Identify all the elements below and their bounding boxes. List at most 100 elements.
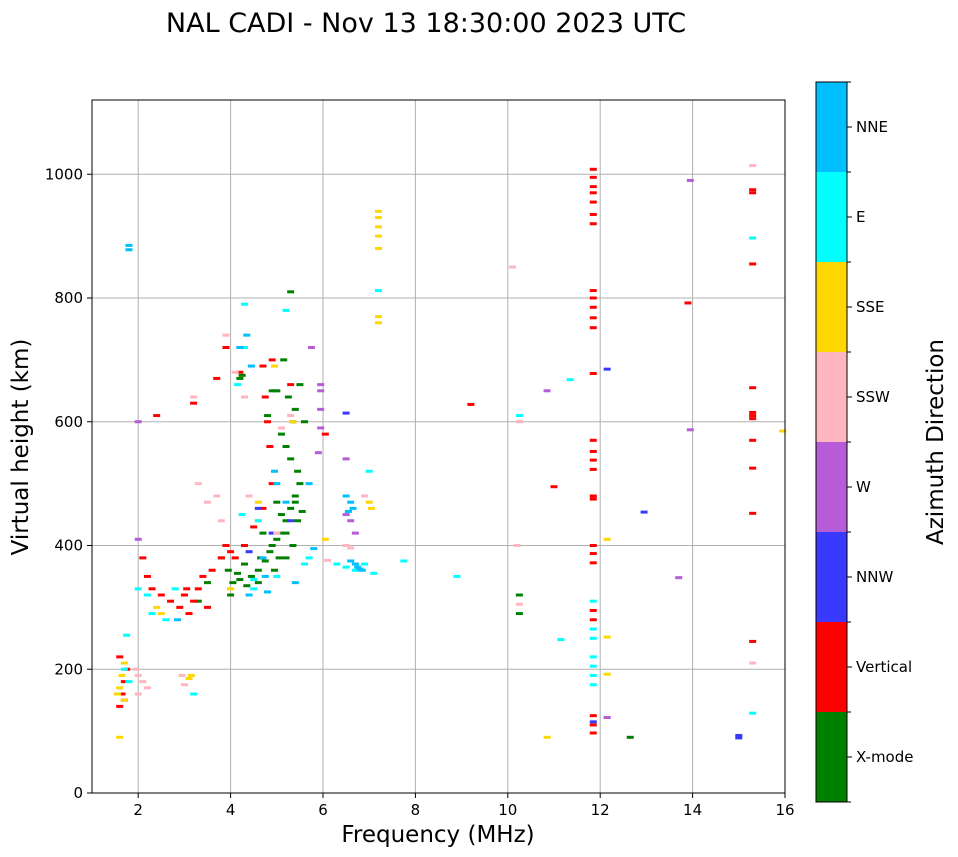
- data-point-sse: [779, 429, 787, 433]
- data-point-x-mode: [298, 509, 306, 513]
- data-point-w: [134, 420, 142, 424]
- data-point-nne: [282, 500, 290, 504]
- colorbar-frame: [815, 81, 848, 803]
- data-point-nnw: [268, 531, 276, 535]
- data-point-sse: [603, 537, 611, 541]
- data-point-nne: [125, 248, 133, 252]
- data-point-sse: [368, 506, 376, 510]
- data-point-ssw: [273, 531, 281, 535]
- data-point-vertical: [589, 305, 597, 309]
- data-point-vertical: [749, 188, 757, 192]
- data-point-e: [171, 587, 179, 591]
- data-point-e: [589, 599, 597, 603]
- data-point-e: [134, 587, 142, 591]
- data-point-x-mode: [264, 414, 272, 418]
- data-point-vertical: [589, 167, 597, 171]
- data-point-sse: [118, 673, 126, 677]
- data-point-x-mode: [284, 395, 292, 399]
- data-point-ssw: [277, 426, 285, 430]
- data-point-x-mode: [243, 584, 251, 588]
- data-point-vertical: [143, 574, 151, 578]
- data-point-vertical: [268, 482, 276, 486]
- data-point-x-mode: [273, 500, 281, 504]
- data-point-vertical: [194, 587, 202, 591]
- grid-lines: [92, 100, 786, 794]
- data-point-vertical: [589, 200, 597, 204]
- data-point-vertical: [222, 544, 230, 547]
- data-point-w: [543, 389, 551, 393]
- data-point-x-mode: [229, 581, 237, 585]
- y-tick-label: 800: [54, 289, 83, 307]
- data-point-x-mode: [194, 599, 202, 603]
- data-point-ssw: [132, 667, 140, 671]
- data-point-ssw: [217, 519, 225, 523]
- data-point-w: [347, 519, 355, 523]
- data-point-x-mode: [296, 482, 304, 486]
- data-point-vertical: [139, 556, 147, 560]
- data-point-e: [123, 633, 131, 637]
- data-point-vertical: [236, 370, 244, 374]
- data-point-x-mode: [291, 407, 299, 411]
- colorbar-label-item: SSE: [856, 298, 885, 316]
- data-point-nnw: [287, 519, 295, 523]
- data-point-x-mode: [204, 581, 211, 585]
- data-point-nne: [243, 333, 251, 337]
- x-tick-label: 10: [498, 801, 517, 819]
- data-point-w: [307, 346, 315, 349]
- data-point-e: [400, 559, 408, 563]
- data-point-vertical: [749, 511, 757, 515]
- data-point-nne: [270, 469, 278, 473]
- data-point-e: [351, 568, 359, 572]
- data-point-e: [250, 578, 258, 582]
- data-point-e: [557, 638, 565, 642]
- data-point-e: [273, 574, 281, 578]
- y-tick-label: 200: [54, 660, 83, 678]
- data-point-nnw: [603, 367, 611, 371]
- data-point-vertical: [589, 494, 597, 498]
- data-point-ssw: [287, 414, 295, 418]
- data-point-nnw: [735, 736, 743, 740]
- data-point-vertical: [227, 550, 235, 554]
- data-point-x-mode: [254, 568, 262, 572]
- data-point-e: [515, 414, 523, 418]
- data-point-nne: [354, 565, 362, 569]
- data-point-ssw: [180, 683, 188, 687]
- data-point-nne: [291, 581, 299, 585]
- data-point-vertical: [749, 262, 757, 266]
- data-point-vertical: [589, 175, 597, 179]
- data-point-x-mode: [277, 513, 285, 517]
- data-point-x-mode: [287, 506, 295, 510]
- data-point-vertical: [208, 568, 216, 572]
- x-tick-label: 16: [775, 801, 794, 819]
- data-point-x-mode: [282, 556, 290, 560]
- x-axis-label: Frequency (MHz): [341, 822, 534, 848]
- data-point-sse: [365, 500, 373, 504]
- data-point-vertical: [589, 618, 597, 622]
- data-point-e: [238, 513, 246, 517]
- data-point-vertical: [749, 639, 757, 643]
- data-point-vertical: [250, 525, 258, 529]
- data-point-nne: [344, 509, 352, 513]
- colorbar-label-item: E: [856, 208, 865, 226]
- data-point-w: [342, 457, 350, 461]
- data-point-sse: [120, 661, 128, 665]
- data-point-x-mode: [282, 519, 290, 523]
- data-point-ssw: [139, 680, 147, 684]
- data-point-vertical: [749, 410, 757, 414]
- data-point-nne: [358, 568, 366, 572]
- data-point-sse: [153, 605, 161, 609]
- data-point-ssw: [749, 164, 757, 168]
- data-point-nne: [305, 482, 313, 486]
- data-point-vertical: [116, 655, 124, 659]
- data-point-vertical: [190, 599, 198, 603]
- data-point-e: [749, 236, 757, 240]
- data-point-x-mode: [268, 544, 276, 547]
- data-point-nnw: [735, 733, 743, 737]
- data-points: [113, 164, 787, 740]
- plot-frame: [91, 99, 786, 794]
- data-point-nnw: [245, 550, 253, 554]
- x-tick-label: 12: [591, 801, 610, 819]
- data-point-ssw: [194, 482, 202, 486]
- data-point-vertical: [684, 301, 692, 305]
- data-point-vertical: [268, 358, 276, 362]
